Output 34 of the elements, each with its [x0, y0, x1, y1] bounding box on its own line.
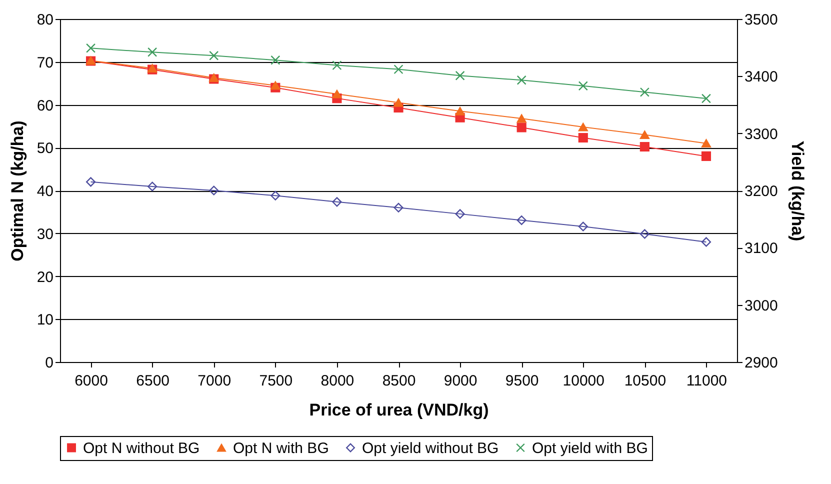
y-tick-label: 80: [36, 12, 54, 28]
x-tick-label: 10000: [562, 372, 604, 390]
legend-label: Opt N without BG: [83, 440, 200, 457]
y-tick-label: 10: [36, 312, 54, 329]
x-tick-label: 9000: [444, 372, 478, 390]
x-tick-label: 11000: [686, 372, 728, 390]
legend-label: Opt yield with BG: [532, 440, 648, 457]
y-tick-label: 40: [36, 183, 54, 200]
x-axis-title: Price of urea (VND/kg): [309, 400, 489, 420]
y2-tick-label: 3300: [744, 126, 778, 143]
x-tick-label: 8500: [382, 372, 416, 390]
y2-tick-label: 3100: [744, 240, 778, 258]
x-tick-label: 9500: [505, 372, 539, 390]
legend-label: Opt yield without BG: [362, 440, 499, 457]
legend-label: Opt N with BG: [233, 440, 329, 457]
x-tick-label: 10500: [624, 372, 666, 390]
y-tick-label: 30: [36, 226, 54, 243]
y-tick-label: 50: [36, 140, 54, 158]
x-tick-label: 6500: [136, 372, 170, 390]
y-tick-label: 70: [36, 54, 54, 72]
y-tick-label: 0: [45, 354, 54, 372]
y2-axis-title: Yield (kg/ha): [788, 140, 807, 242]
y-tick-label: 60: [36, 97, 54, 114]
y2-tick-label: 3000: [744, 297, 778, 314]
x-tick-label: 8000: [320, 372, 354, 390]
y2-tick-label: 2900: [744, 354, 778, 372]
y-tick-label: 20: [36, 268, 54, 286]
x-tick-label: 7500: [259, 372, 293, 390]
y-axis-title: Optimal N (kg/ha): [8, 120, 27, 262]
y2-tick-label: 3500: [744, 12, 778, 28]
x-tick-label: 6000: [74, 372, 108, 390]
y2-tick-label: 3200: [744, 183, 778, 200]
x-tick-label: 7000: [198, 372, 232, 390]
y2-tick-label: 3400: [744, 68, 778, 86]
